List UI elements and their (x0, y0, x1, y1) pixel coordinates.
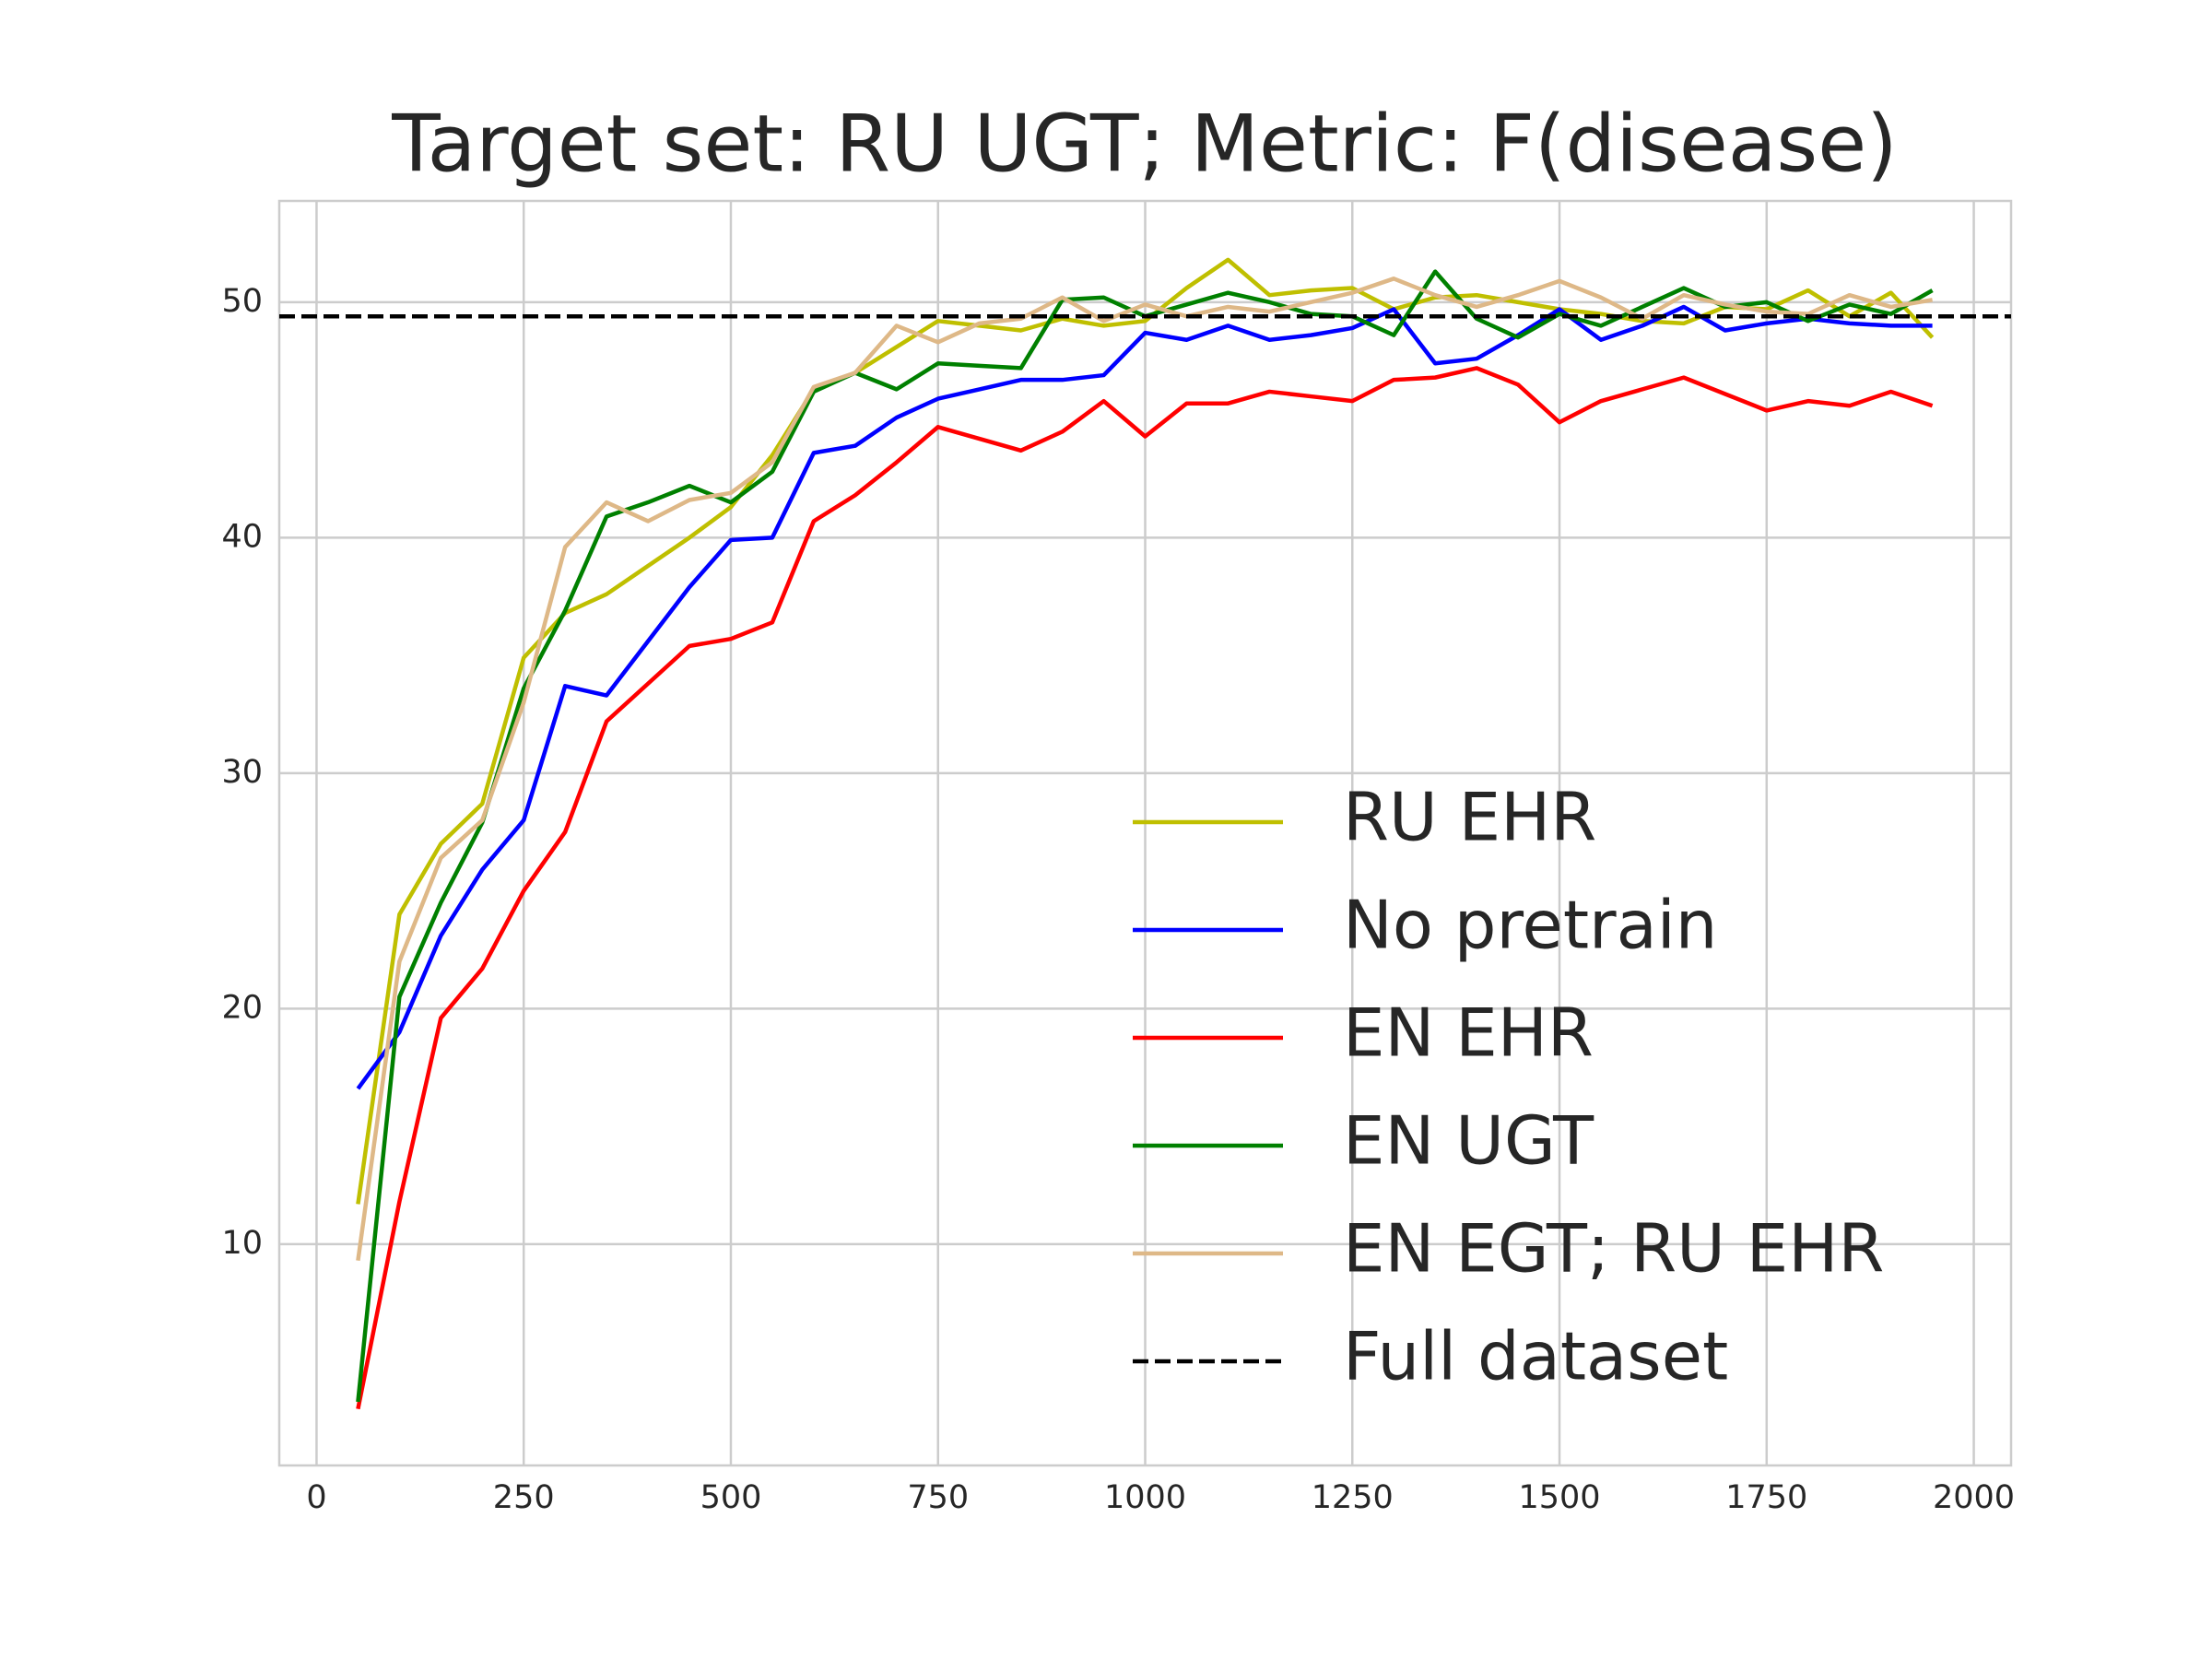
line-series (356, 276, 1933, 1262)
legend-label: EN EGT; RU EHR (1343, 1210, 1884, 1288)
line-series (356, 366, 1934, 1410)
x-tick-label: 1500 (1518, 1479, 1600, 1516)
y-tick-label: 10 (221, 1225, 263, 1262)
legend-label: Full dataset (1343, 1318, 1728, 1395)
x-tick-label: 2000 (1933, 1479, 2015, 1516)
x-tick-label: 0 (306, 1479, 326, 1516)
plot-frame (277, 199, 2013, 1467)
chart-title: Target set: RU UGT; Metric: F(disease) (391, 98, 1897, 190)
line-series (356, 257, 1935, 1205)
y-tick-label: 50 (221, 283, 263, 320)
line-series (356, 304, 1933, 1090)
x-tick-label: 750 (907, 1479, 969, 1516)
legend-label: RU EHR (1343, 779, 1596, 856)
x-tick-label: 250 (493, 1479, 555, 1516)
y-tick-label: 30 (221, 754, 263, 791)
x-tick-label: 1000 (1104, 1479, 1186, 1516)
y-tick-label: 20 (221, 989, 263, 1026)
legend-label: EN EHR (1343, 994, 1594, 1072)
x-tick-label: 500 (700, 1479, 762, 1516)
legend-label: EN UGT (1343, 1102, 1594, 1180)
x-tick-label: 1250 (1312, 1479, 1394, 1516)
x-tick-label: 1750 (1725, 1479, 1807, 1516)
legend-label: No pretrain (1343, 887, 1717, 964)
y-tick-label: 40 (221, 518, 263, 555)
